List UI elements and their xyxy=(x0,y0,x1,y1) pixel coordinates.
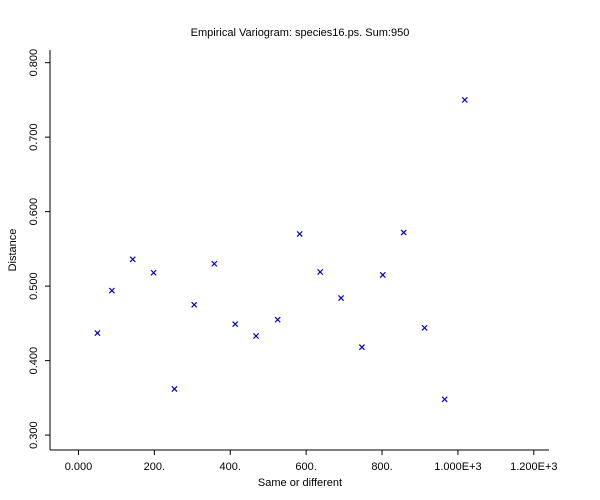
data-point xyxy=(338,295,345,302)
data-point-stroke xyxy=(253,333,260,340)
data-point-stroke xyxy=(171,385,178,392)
data-point xyxy=(379,271,386,278)
y-tick-label: 0.700 xyxy=(28,123,40,151)
x-tick-label: 1.000E+3 xyxy=(434,461,481,473)
data-points xyxy=(94,96,468,403)
data-point-stroke xyxy=(129,256,136,263)
data-point-stroke xyxy=(274,316,281,323)
data-point xyxy=(274,316,281,323)
data-point-stroke xyxy=(400,229,407,236)
data-point-stroke xyxy=(108,287,115,294)
y-tick-label: 0.600 xyxy=(28,198,40,226)
x-tick-label: 400. xyxy=(220,461,241,473)
data-point xyxy=(296,230,303,238)
x-tick-label: 200. xyxy=(144,461,165,473)
x-axis-title: Same or different xyxy=(258,477,342,489)
data-point xyxy=(253,333,260,340)
data-point-stroke xyxy=(296,230,303,238)
data-point-stroke xyxy=(317,268,324,275)
data-point xyxy=(129,256,136,263)
data-point-stroke xyxy=(338,295,345,302)
x-tick-label: 0.000 xyxy=(65,461,93,473)
data-point xyxy=(441,396,448,403)
data-point xyxy=(94,330,101,337)
data-point-stroke xyxy=(94,330,101,337)
x-tick-label: 600. xyxy=(295,461,316,473)
data-point-stroke xyxy=(150,269,157,276)
y-tick-label: 0.300 xyxy=(28,421,40,449)
x-axis-ticks: 0.000 200. 400. 600. 800. 1.000E+3 1.200E+3 xyxy=(65,450,558,473)
y-tick-label: 0.500 xyxy=(28,272,40,300)
data-point xyxy=(191,301,198,308)
data-point xyxy=(232,321,239,328)
x-tick-label: 800. xyxy=(371,461,392,473)
y-tick-label: 0.800 xyxy=(28,49,40,77)
data-point-stroke xyxy=(421,324,428,331)
data-point xyxy=(421,324,428,331)
chart-title: Empirical Variogram: species16.ps. Sum:9… xyxy=(191,27,410,39)
data-point-stroke xyxy=(191,301,198,308)
data-point xyxy=(461,96,468,103)
data-point-stroke xyxy=(379,271,386,278)
plot-area xyxy=(49,50,549,451)
y-axis-ticks: 0.300 0.400 0.500 0.600 0.700 0.800 xyxy=(28,49,50,449)
data-point-stroke xyxy=(441,396,448,403)
data-point xyxy=(171,385,178,392)
data-point-stroke xyxy=(358,344,365,351)
data-point xyxy=(150,269,157,276)
data-point-stroke xyxy=(232,321,239,328)
data-point-stroke xyxy=(461,96,468,103)
y-axis-title: Distance xyxy=(7,229,19,272)
data-point xyxy=(211,260,218,267)
x-tick-label: 1.200E+3 xyxy=(510,461,557,473)
data-point xyxy=(400,229,407,236)
data-point xyxy=(317,268,324,275)
y-tick-label: 0.400 xyxy=(28,347,40,375)
data-point-stroke xyxy=(211,260,218,267)
data-point xyxy=(358,344,365,351)
data-point xyxy=(108,287,115,294)
